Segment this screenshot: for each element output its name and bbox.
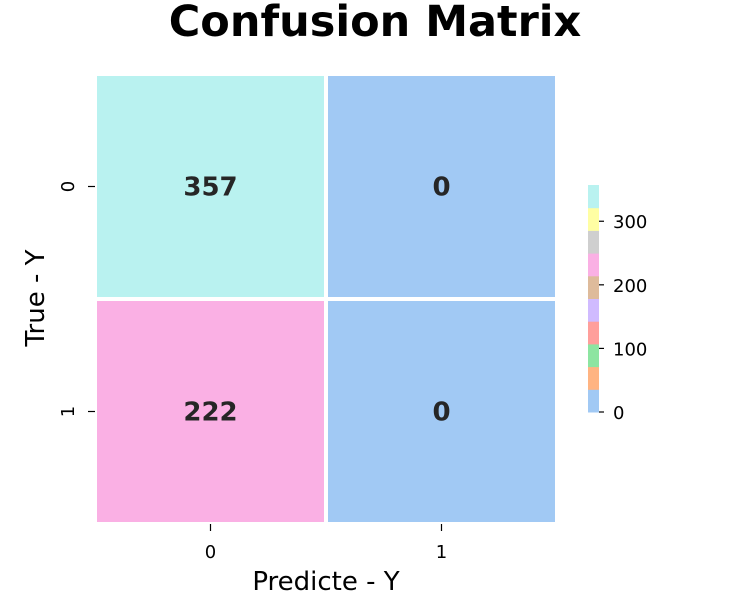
colorbar-segment	[588, 253, 599, 277]
y-axis-ticks: 01	[58, 181, 95, 417]
colorbar-segment	[588, 343, 599, 368]
heatmap-cell-r1-c1	[328, 301, 555, 522]
heatmap-cell-r0-c0	[97, 76, 324, 297]
colorbar-segment	[588, 230, 599, 254]
colorbar-segment	[588, 298, 599, 322]
y-tick-label: 1	[58, 406, 79, 417]
colorbar: 0 100 200 300	[588, 185, 647, 424]
heatmap-cells	[97, 76, 555, 522]
colorbar-tick-label: 0	[613, 403, 624, 424]
colorbar-segment	[588, 275, 599, 299]
cell-value-label: 0	[432, 173, 450, 203]
cell-value-label: 0	[432, 398, 450, 428]
colorbar-segment	[588, 366, 599, 390]
heatmap-cell-r0-c1	[328, 76, 555, 297]
x-tick-label: 0	[205, 542, 216, 563]
colorbar-segment	[588, 185, 599, 209]
colorbar-tick-label: 300	[613, 212, 647, 233]
chart-title: Confusion Matrix	[169, 0, 582, 47]
colorbar-segment	[588, 389, 599, 413]
x-axis-label: Predicte - Y	[252, 567, 399, 597]
heatmap-cell-r1-c0	[97, 301, 324, 522]
colorbar-tick-label: 100	[613, 339, 647, 360]
cell-value-label: 222	[183, 398, 237, 428]
y-tick-label: 0	[58, 181, 79, 192]
x-tick-label: 1	[436, 542, 447, 563]
cell-value-label: 357	[183, 173, 237, 203]
y-axis-label: True - Y	[21, 249, 51, 347]
heatmap-cell-labels: 357 0 222 0	[183, 173, 450, 428]
colorbar-segment	[588, 207, 599, 231]
colorbar-segment	[588, 321, 599, 345]
colorbar-tick-label: 200	[613, 276, 647, 297]
